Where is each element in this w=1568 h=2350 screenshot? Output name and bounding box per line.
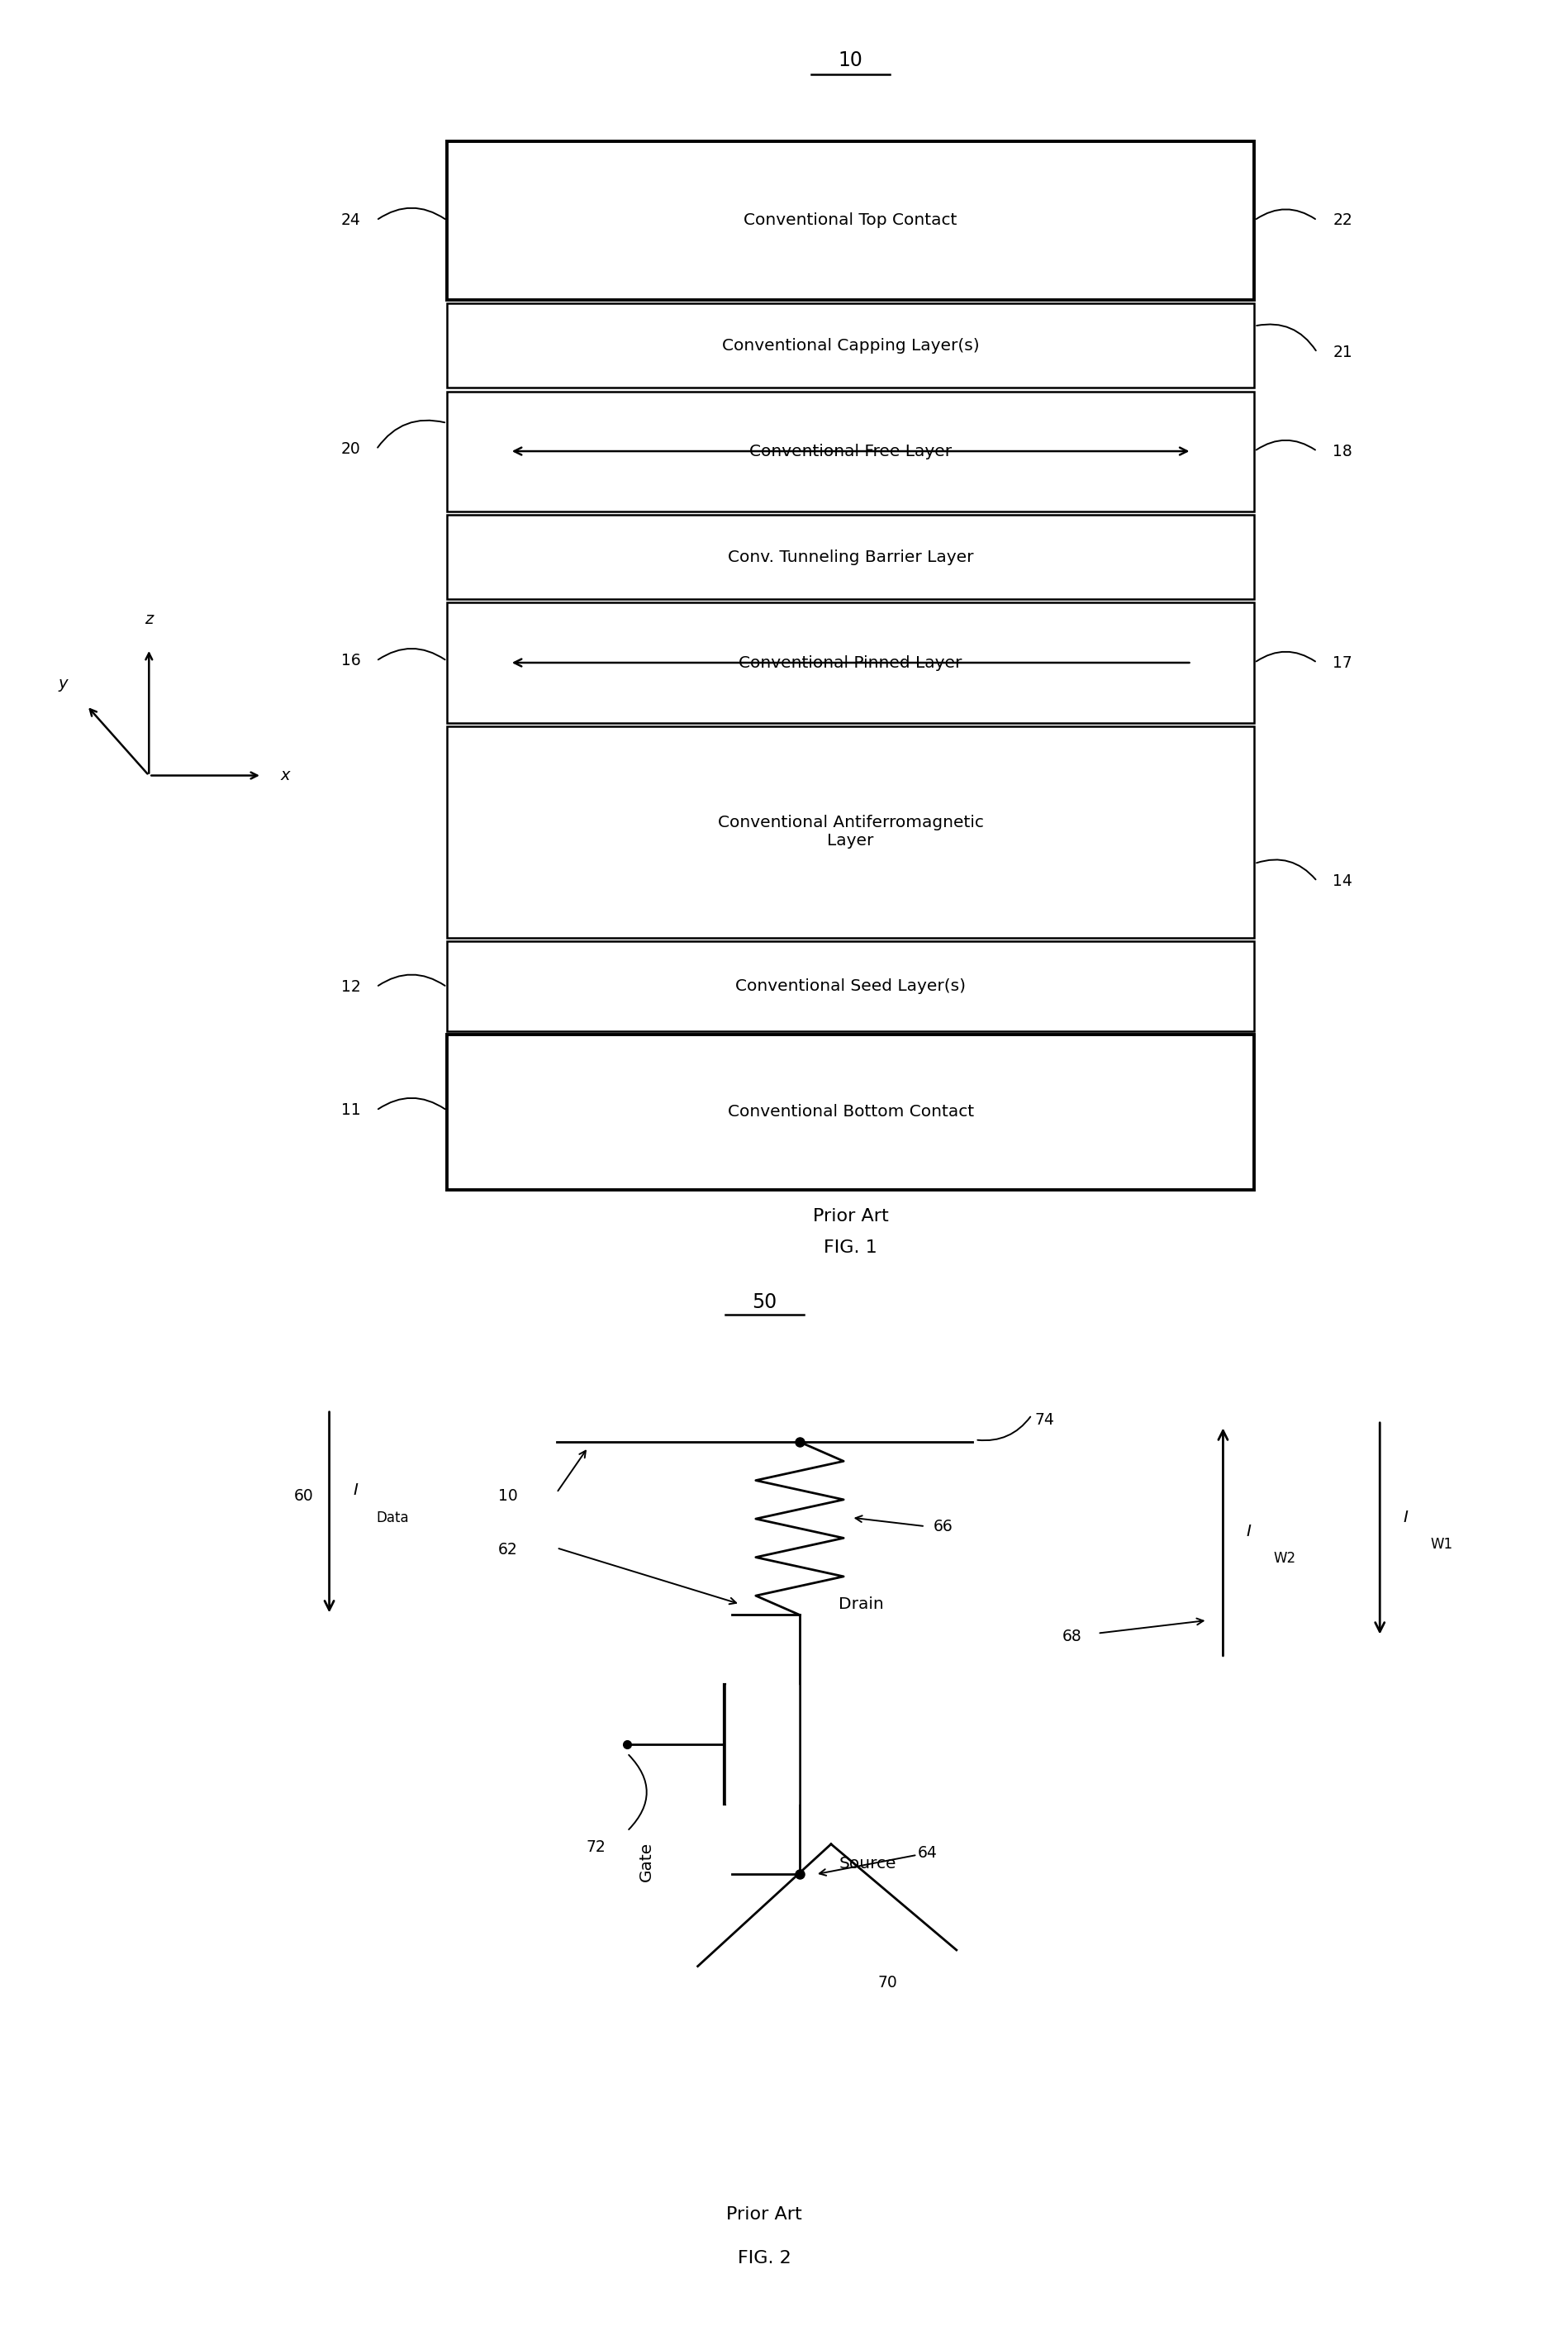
Text: Conventional Antiferromagnetic
Layer: Conventional Antiferromagnetic Layer [718,815,983,848]
Text: Conventional Seed Layer(s): Conventional Seed Layer(s) [735,978,966,994]
Text: Conventional Pinned Layer: Conventional Pinned Layer [739,656,963,670]
Text: 62: 62 [497,1542,517,1558]
Text: Conv. Tunneling Barrier Layer: Conv. Tunneling Barrier Layer [728,550,974,564]
Bar [447,303,1254,388]
Text: Gate: Gate [638,1842,654,1882]
Text: 24: 24 [340,211,361,228]
Text: Source: Source [839,1857,897,1871]
Text: 18: 18 [1333,444,1353,458]
Text: 72: 72 [586,1840,605,1854]
Text: 16: 16 [340,653,361,670]
Bar [447,390,1254,512]
Text: 68: 68 [1062,1629,1082,1645]
Text: 60: 60 [293,1488,314,1504]
Text: 10: 10 [497,1488,517,1504]
Bar [447,602,1254,724]
Text: FIG. 2: FIG. 2 [737,2249,792,2265]
Text: Prior Art: Prior Art [726,2207,803,2223]
Text: Data: Data [376,1511,409,1525]
Text: 17: 17 [1333,656,1353,670]
Text: x: x [281,768,290,783]
Text: W1: W1 [1430,1537,1452,1551]
Text: I: I [1247,1523,1251,1539]
Bar [447,726,1254,938]
Text: 11: 11 [340,1102,361,1119]
Text: z: z [144,611,154,627]
Text: 10: 10 [839,52,862,70]
Bar [447,942,1254,1032]
Text: 22: 22 [1333,211,1353,228]
Text: y: y [58,677,67,691]
Text: 66: 66 [933,1518,953,1535]
Bar [447,515,1254,599]
Text: Prior Art: Prior Art [812,1208,889,1224]
Text: 14: 14 [1333,874,1353,888]
Text: Drain: Drain [839,1596,884,1612]
Text: 74: 74 [1035,1412,1055,1429]
Text: I: I [353,1483,358,1499]
Bar [447,1034,1254,1189]
Text: 20: 20 [340,442,361,458]
Text: Conventional Top Contact: Conventional Top Contact [743,211,958,228]
Text: 12: 12 [340,980,361,994]
Text: 21: 21 [1333,345,1353,360]
Text: I: I [1403,1509,1408,1525]
Bar [447,141,1254,301]
Text: Conventional Bottom Contact: Conventional Bottom Contact [728,1104,974,1121]
Text: 64: 64 [917,1845,938,1861]
Text: Conventional Free Layer: Conventional Free Layer [750,444,952,458]
Text: W2: W2 [1273,1551,1295,1565]
Text: 50: 50 [753,1292,776,1311]
Text: 70: 70 [878,1974,898,1990]
Text: Conventional Capping Layer(s): Conventional Capping Layer(s) [721,338,980,352]
Text: FIG. 1: FIG. 1 [823,1238,878,1257]
